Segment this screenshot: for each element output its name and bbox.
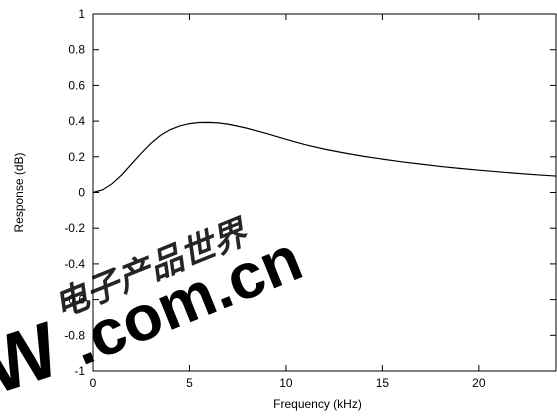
x-tick-label: 15 <box>376 376 390 390</box>
y-tick-label: -1 <box>74 364 85 378</box>
x-tick-label: 0 <box>90 376 97 390</box>
y-tick-label: 0 <box>78 186 85 200</box>
y-tick-label: -0.4 <box>64 257 85 271</box>
series-line <box>93 122 556 192</box>
y-tick-label: -0.8 <box>64 328 85 342</box>
y-tick-label: 0.4 <box>68 114 85 128</box>
y-tick-label: 0.8 <box>68 43 85 57</box>
y-tick-label: 1 <box>78 7 85 21</box>
watermark: 电子产品世界 .com.cn W <box>0 213 311 412</box>
watermark-logo-letter: W <box>0 305 70 412</box>
x-tick-label: 5 <box>186 376 193 390</box>
x-tick-label: 10 <box>279 376 293 390</box>
y-tick-label: 0.2 <box>68 150 85 164</box>
y-tick-label: 0.6 <box>68 78 85 92</box>
y-tick-label: -0.2 <box>64 221 85 235</box>
y-tick-label: -0.6 <box>64 293 85 307</box>
x-tick-label: 20 <box>472 376 486 390</box>
x-axis-label: Frequency (kHz) <box>273 397 362 411</box>
y-axis-label: Response (dB) <box>12 152 26 232</box>
